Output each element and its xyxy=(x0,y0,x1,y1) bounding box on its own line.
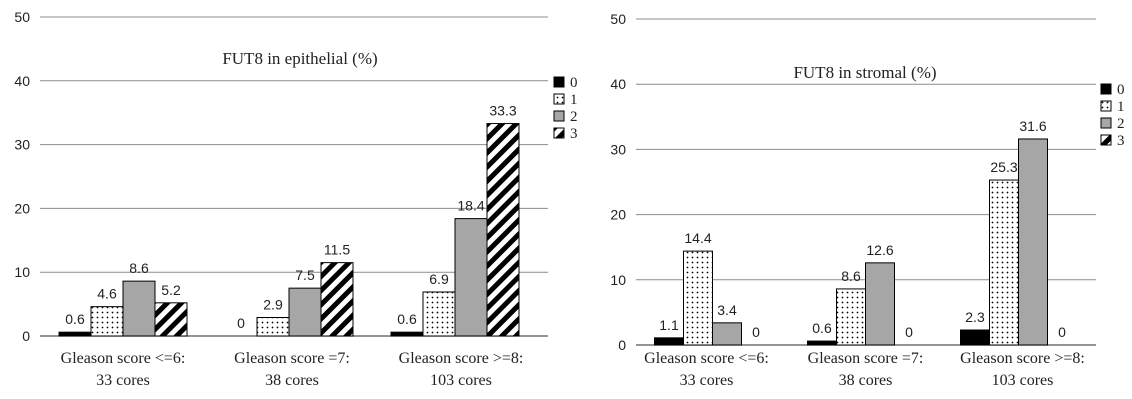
c0-data-label-2-1: 6.9 xyxy=(429,271,449,287)
c1-bar-2-0 xyxy=(961,330,990,345)
c0-category-label-1: Gleason score =7: xyxy=(234,350,350,367)
c1-data-label-2-3: 0 xyxy=(1058,324,1066,340)
c0-bar-2-2 xyxy=(455,219,487,336)
c0-bar-2-1 xyxy=(423,292,455,336)
c1-category-sublabel-0: 33 cores xyxy=(680,372,734,389)
c1-bar-0-0 xyxy=(655,338,684,345)
c0-y-tick-0: 0 xyxy=(22,328,30,344)
c0-legend-label-2: 2 xyxy=(570,109,578,125)
c1-bar-1-0 xyxy=(808,341,837,345)
c0-legend-swatch-2 xyxy=(554,111,564,121)
c1-data-label-1-1: 8.6 xyxy=(841,268,861,284)
c1-category-label-0: Gleason score <=6: xyxy=(644,350,769,367)
c0-category-label-2: Gleason score >=8: xyxy=(399,350,524,367)
c0-bar-1-1 xyxy=(257,317,289,336)
c1-y-tick-20: 20 xyxy=(610,207,626,223)
c0-bar-0-1 xyxy=(91,307,123,336)
c1-bar-0-2 xyxy=(713,323,742,345)
c1-legend-label-3: 3 xyxy=(1117,133,1125,149)
c1-data-label-0-0: 1.1 xyxy=(659,317,679,333)
c0-data-label-2-2: 18.4 xyxy=(457,198,484,214)
c0-data-label-1-2: 7.5 xyxy=(295,267,315,283)
c1-legend-label-2: 2 xyxy=(1117,116,1125,132)
c0-legend-swatch-3 xyxy=(554,128,564,138)
c0-bar-0-2 xyxy=(123,281,155,336)
c0-data-label-1-1: 2.9 xyxy=(263,296,283,312)
c0-bar-0-3 xyxy=(155,303,187,336)
c0-chart-title: FUT8 in epithelial (%) xyxy=(222,49,377,68)
c0-data-label-0-3: 5.2 xyxy=(161,282,181,298)
c0-data-label-0-0: 0.6 xyxy=(65,311,85,327)
c1-y-tick-30: 30 xyxy=(610,141,626,157)
c1-category-label-2: Gleason score >=8: xyxy=(960,350,1085,367)
c0-data-label-0-1: 4.6 xyxy=(97,286,117,302)
c1-y-tick-10: 10 xyxy=(610,272,626,288)
c0-legend-label-1: 1 xyxy=(570,92,578,108)
c1-y-tick-0: 0 xyxy=(618,337,626,353)
c1-y-tick-40: 40 xyxy=(610,76,626,92)
c0-data-label-2-0: 0.6 xyxy=(397,311,417,327)
c0-y-tick-40: 40 xyxy=(14,73,30,89)
c0-legend-label-0: 0 xyxy=(570,75,578,91)
c0-y-tick-50: 50 xyxy=(14,9,30,25)
c1-data-label-1-3: 0 xyxy=(905,324,913,340)
c0-data-label-1-3: 11.5 xyxy=(324,242,350,258)
c1-legend-swatch-2 xyxy=(1101,118,1111,128)
c0-bar-1-2 xyxy=(289,288,321,336)
c0-legend-swatch-0 xyxy=(554,77,564,87)
c0-data-label-0-2: 8.6 xyxy=(129,260,149,276)
c0-legend-label-3: 3 xyxy=(570,126,578,142)
c0-y-tick-20: 20 xyxy=(14,200,30,216)
c1-data-label-1-0: 0.6 xyxy=(812,320,832,336)
c0-category-sublabel-2: 103 cores xyxy=(430,372,492,389)
c0-y-tick-30: 30 xyxy=(14,137,30,153)
c1-legend-label-1: 1 xyxy=(1117,99,1125,115)
c1-category-sublabel-2: 103 cores xyxy=(992,372,1054,389)
c0-y-tick-10: 10 xyxy=(14,264,30,280)
c0-bar-2-3 xyxy=(487,124,519,336)
c1-data-label-1-2: 12.6 xyxy=(866,242,893,258)
c1-data-label-0-1: 14.4 xyxy=(684,230,711,246)
c0-bar-0-0 xyxy=(59,332,91,336)
c1-data-label-2-2: 31.6 xyxy=(1019,118,1046,134)
c1-bar-0-1 xyxy=(684,251,713,345)
c1-data-label-2-1: 25.3 xyxy=(990,159,1017,175)
c1-bar-2-1 xyxy=(990,180,1019,345)
c0-data-label-2-3: 33.3 xyxy=(489,103,516,119)
c1-bar-1-2 xyxy=(866,263,895,345)
c1-bar-2-2 xyxy=(1019,139,1048,345)
c1-bar-1-1 xyxy=(837,289,866,345)
c1-category-label-1: Gleason score =7: xyxy=(808,350,924,367)
c1-category-sublabel-1: 38 cores xyxy=(839,372,893,389)
c0-legend-swatch-1 xyxy=(554,94,564,104)
c1-legend-swatch-3 xyxy=(1101,135,1111,145)
c0-data-label-1-0: 0 xyxy=(237,315,245,331)
c0-bar-2-0 xyxy=(391,332,423,336)
c1-legend-swatch-1 xyxy=(1101,101,1111,111)
c1-data-label-0-2: 3.4 xyxy=(717,302,737,318)
c0-bar-1-3 xyxy=(321,263,353,336)
c0-category-label-0: Gleason score <=6: xyxy=(61,350,186,367)
c1-legend-swatch-0 xyxy=(1101,84,1111,94)
c1-y-tick-50: 50 xyxy=(610,11,626,27)
c0-category-sublabel-0: 33 cores xyxy=(96,372,150,389)
c1-chart-title: FUT8 in stromal (%) xyxy=(793,63,936,82)
c0-category-sublabel-1: 38 cores xyxy=(265,372,319,389)
c1-legend-label-0: 0 xyxy=(1117,82,1125,98)
c1-data-label-0-3: 0 xyxy=(752,324,760,340)
c1-data-label-2-0: 2.3 xyxy=(965,309,985,325)
